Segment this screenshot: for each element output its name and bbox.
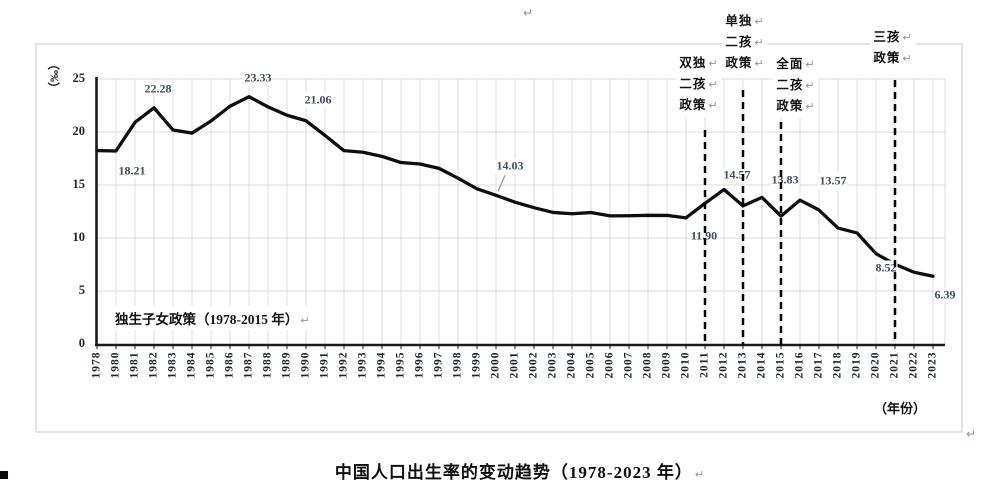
x-tick-label-1984: 1984 [185,351,198,379]
x-tick-label-2013: 2013 [736,351,749,379]
paragraph-mark-icon: ↵ [966,427,977,441]
x-tick-label-2022: 2022 [907,351,920,379]
x-tick-label-1989: 1989 [280,351,293,379]
x-tick-label-1994: 1994 [375,351,388,379]
paragraph-mark-icon: ↵ [805,100,816,113]
data-label-2020: 8.52 [874,260,898,276]
x-tick-label-2015: 2015 [774,351,787,379]
x-tick-label-1987: 1987 [242,351,255,379]
y-tick-label-20: 20 [72,124,86,138]
paragraph-mark-icon: ↵ [902,52,913,65]
y-tick-label-0: 0 [78,336,85,350]
data-label-1987: 23.33 [243,70,273,86]
x-tick-label-1981: 1981 [128,351,141,379]
x-tick-label-1997: 1997 [432,351,445,379]
paragraph-mark-icon: ↵ [694,468,706,481]
policy-label-2021: 三孩 ↵ 政策 ↵ [870,26,916,70]
paragraph-mark-icon: ↵ [902,31,913,44]
paragraph-mark-icon: ↵ [708,78,719,91]
x-tick-label-2006: 2006 [603,351,616,379]
x-tick-label-1990: 1990 [299,351,312,379]
x-tick-label-2010: 2010 [679,351,692,379]
policy-label-2015: 全面 ↵ 二孩 ↵ 政策 ↵ [773,53,819,118]
policy-label-2013: 单独 ↵ 二孩 ↵ 政策 ↵ [722,10,768,75]
y-tick-label-25: 25 [72,71,86,85]
policy-label-line: 二孩 ↵ [776,78,816,92]
policy-label-line: 二孩 ↵ [725,35,765,49]
policy-label-line: 全面 ↵ [776,57,816,71]
data-label-2000: 14.03 [495,158,525,174]
list-bullet-square [0,471,8,479]
x-tick-label-1993: 1993 [356,351,369,379]
data-label-1990: 21.06 [303,92,333,108]
paragraph-mark-icon: ↵ [754,57,765,70]
data-label-2010: 11.90 [689,228,719,244]
x-tick-label-2003: 2003 [546,351,559,379]
x-tick-label-2019: 2019 [850,351,863,379]
policy-label-2011: 双独 ↵ 二孩 ↵ 政策 ↵ [676,52,722,117]
x-tick-label-1983: 1983 [166,351,179,379]
y-tick-label-5: 5 [78,283,85,297]
x-tick-label-2016: 2016 [793,351,806,379]
x-tick-label-2017: 2017 [812,351,825,379]
x-tick-label-2014: 2014 [755,351,768,379]
x-tick-label-2018: 2018 [831,351,844,379]
x-tick-label-2012: 2012 [717,351,730,379]
chart-title: 中国人口出生率的变动趋势（1978-2023 年） ↵ [240,458,800,483]
x-tick-label-2004: 2004 [565,351,578,379]
paragraph-mark-icon: ↵ [754,36,765,49]
policy-label-line: 单独 ↵ [725,14,765,28]
one-child-policy-note: 独生子女政策（1978-2015 年） ↵ [110,306,315,330]
y-tick-label-10: 10 [72,230,86,244]
policy-label-line: 二孩 ↵ [679,77,719,91]
data-label-2016: 13.57 [818,173,848,189]
x-tick-label-2009: 2009 [660,351,673,379]
x-tick-label-2000: 2000 [489,351,502,379]
data-label-1980: 18.21 [117,163,147,179]
x-tick-label-1995: 1995 [394,351,407,379]
x-tick-label-2008: 2008 [641,351,654,379]
policy-label-line: 政策 ↵ [873,51,913,65]
x-tick-label-2002: 2002 [527,351,540,379]
x-tick-label-2007: 2007 [622,351,635,379]
x-tick-label-1980: 1980 [109,351,122,379]
data-label-1982: 22.28 [143,81,173,97]
paragraph-mark-icon: ↵ [805,58,816,71]
y-tick-label-15: 15 [72,177,86,191]
paragraph-mark-icon: ↵ [754,15,765,28]
x-tick-label-2005: 2005 [584,351,597,379]
policy-label-line: 政策 ↵ [679,98,719,112]
x-tick-label-2023: 2023 [926,351,939,379]
x-tick-label-1982: 1982 [147,351,160,379]
data-label-2012: 14.57 [722,167,752,183]
x-tick-label-1985: 1985 [204,351,217,379]
policy-label-line: 双独 ↵ [679,56,719,70]
x-tick-label-2011: 2011 [698,351,711,378]
x-tick-label-1988: 1988 [261,351,274,379]
data-label-2023: 6.39 [933,287,957,303]
x-tick-label-1996: 1996 [413,351,426,379]
one-child-policy-note-text: 独生子女政策（1978-2015 年） [115,312,299,327]
policy-label-line: 三孩 ↵ [873,30,913,44]
data-label-2014: 13.83 [770,172,800,188]
chart-title-text: 中国人口出生率的变动趋势（1978-2023 年） [334,463,693,482]
x-axis-unit-label: （年份） [874,401,927,416]
x-tick-label-1991: 1991 [318,351,331,379]
x-tick-label-2001: 2001 [508,351,521,379]
x-tick-label-2020: 2020 [869,351,882,379]
x-tick-label-1999: 1999 [470,351,483,379]
policy-label-line: 政策 ↵ [776,99,816,113]
policy-label-line: 政策 ↵ [725,56,765,70]
x-tick-label-2021: 2021 [888,351,901,379]
x-tick-label-1986: 1986 [223,351,236,379]
paragraph-mark-icon: ↵ [805,79,816,92]
x-tick-label-1978: 1978 [90,351,103,379]
paragraph-mark-icon: ↵ [708,99,719,112]
x-tick-label-1998: 1998 [451,351,464,379]
x-tick-label-1992: 1992 [337,351,350,379]
paragraph-mark-icon: ↵ [523,6,534,20]
paragraph-mark-icon: ↵ [708,57,719,70]
paragraph-mark-icon: ↵ [300,314,310,327]
